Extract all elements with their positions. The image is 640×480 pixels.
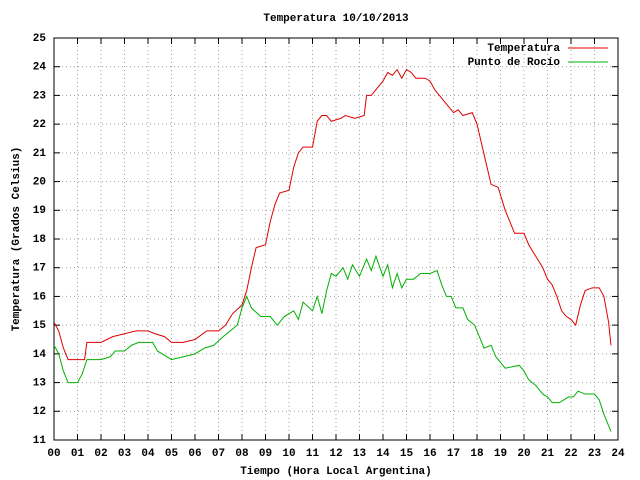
x-tick-label: 09 [259,448,272,460]
y-tick-label: 25 [33,33,47,45]
x-tick-label: 08 [235,448,249,460]
x-tick-label: 15 [400,448,414,460]
y-tick-label: 17 [33,263,46,275]
y-tick-label: 24 [33,62,47,74]
legend-label: Temperatura [487,43,560,55]
x-tick-label: 04 [141,448,155,460]
x-tick-label: 02 [94,448,107,460]
x-axis-label: Tiempo (Hora Local Argentina) [240,466,431,478]
x-tick-label: 18 [470,448,484,460]
x-tick-label: 06 [188,448,201,460]
y-tick-label: 16 [33,291,46,303]
x-tick-label: 14 [376,448,390,460]
y-tick-label: 18 [33,234,47,246]
x-tick-label: 03 [118,448,132,460]
y-tick-label: 14 [33,349,47,361]
x-tick-label: 10 [282,448,295,460]
y-tick-label: 20 [33,176,46,188]
x-tick-label: 22 [564,448,577,460]
x-tick-label: 21 [541,448,555,460]
x-tick-label: 16 [423,448,436,460]
x-tick-label: 01 [71,448,85,460]
y-tick-label: 12 [33,406,46,418]
x-tick-label: 05 [165,448,179,460]
x-tick-label: 00 [47,448,60,460]
y-axis-label: Temperatura (Grados Celsius) [11,147,23,332]
x-tick-label: 11 [306,448,320,460]
plot-frame [53,37,619,441]
x-tick-label: 07 [212,448,225,460]
y-tick-label: 19 [33,205,46,217]
x-tick-label: 24 [611,448,625,460]
y-tick-label: 15 [33,320,47,332]
y-tick-label: 22 [33,119,46,131]
series-line [53,68,612,361]
y-tick-label: 13 [33,377,47,389]
legend-label: Punto de Rocío [468,57,561,69]
y-tick-label: 23 [33,90,47,102]
x-tick-label: 19 [494,448,507,460]
x-tick-label: 23 [588,448,602,460]
x-tick-label: 20 [517,448,530,460]
chart-title: Temperatura 10/10/2013 [263,13,409,25]
series-line [53,254,612,432]
x-tick-label: 17 [447,448,460,460]
x-tick-label: 12 [329,448,342,460]
y-tick-label: 11 [33,435,47,447]
x-tick-label: 13 [353,448,367,460]
y-tick-label: 21 [33,148,47,160]
